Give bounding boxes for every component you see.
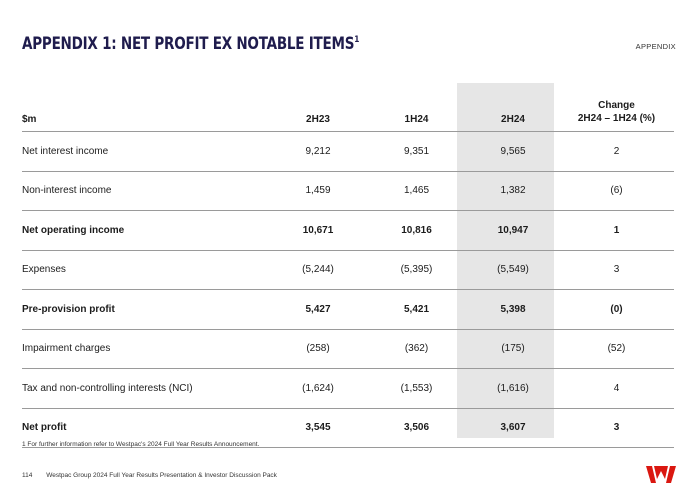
- cell-change: 4: [559, 368, 674, 409]
- cell-change: 3: [559, 408, 674, 448]
- row-label: Net operating income: [22, 210, 270, 251]
- cell-2H24: (1,616): [467, 368, 559, 409]
- row-label: Pre-provision profit: [22, 289, 270, 330]
- cell-2H24: 1,382: [467, 171, 559, 211]
- page-footer: 114 Westpac Group 2024 Full Year Results…: [22, 472, 277, 479]
- row-label: Tax and non-controlling interests (NCI): [22, 368, 270, 409]
- cell-2H24: 3,607: [467, 408, 559, 448]
- footer-text: Westpac Group 2024 Full Year Results Pre…: [46, 472, 277, 479]
- cell-1H24: 3,506: [366, 408, 467, 448]
- cell-2H24: 5,398: [467, 289, 559, 330]
- table-row: Net operating income 10,671 10,816 10,94…: [22, 210, 674, 251]
- header-1H24: 1H24: [366, 92, 467, 132]
- header-change: Change 2H24 – 1H24 (%): [559, 92, 674, 132]
- cell-change: 3: [559, 250, 674, 290]
- logo-w-right: [666, 466, 676, 483]
- cell-2H24: 10,947: [467, 210, 559, 251]
- cell-1H24: 1,465: [366, 171, 467, 211]
- title-footnote-marker: 1: [354, 34, 360, 45]
- table-row: Net profit 3,545 3,506 3,607 3: [22, 408, 674, 448]
- header-metric: $m: [22, 92, 270, 132]
- table-row: Impairment charges (258) (362) (175) (52…: [22, 329, 674, 369]
- cell-1H24: (362): [366, 329, 467, 369]
- table-row: Pre-provision profit 5,427 5,421 5,398 (…: [22, 289, 674, 330]
- section-label: APPENDIX: [635, 42, 676, 51]
- logo-w-center: [654, 466, 668, 479]
- cell-change: (0): [559, 289, 674, 330]
- row-label: Non-interest income: [22, 171, 270, 211]
- page-number: 114: [22, 472, 33, 479]
- cell-1H24: 9,351: [366, 131, 467, 172]
- row-label: Expenses: [22, 250, 270, 290]
- cell-2H23: 1,459: [270, 171, 366, 211]
- table-row: Tax and non-controlling interests (NCI) …: [22, 368, 674, 409]
- row-label: Net profit: [22, 408, 270, 448]
- cell-change: 2: [559, 131, 674, 172]
- footnote: 1 For further information refer to Westp…: [22, 441, 260, 448]
- cell-2H24: 9,565: [467, 131, 559, 172]
- cell-1H24: (5,395): [366, 250, 467, 290]
- cell-2H23: (1,624): [270, 368, 366, 409]
- page-title: APPENDIX 1: NET PROFIT EX NOTABLE ITEMS1: [22, 34, 360, 53]
- net-profit-table: $m 2H23 1H24 2H24 Change 2H24 – 1H24 (%)…: [22, 92, 674, 448]
- table-row: Net interest income 9,212 9,351 9,565 2: [22, 131, 674, 172]
- cell-2H23: 3,545: [270, 408, 366, 448]
- cell-2H23: (5,244): [270, 250, 366, 290]
- table-header-row: $m 2H23 1H24 2H24 Change 2H24 – 1H24 (%): [22, 92, 674, 132]
- header-change-line2: 2H24 – 1H24 (%): [577, 113, 656, 124]
- header-change-line1: Change: [598, 100, 635, 111]
- logo-w-left: [646, 466, 656, 483]
- header-2H24: 2H24: [467, 92, 559, 132]
- table-row: Non-interest income 1,459 1,465 1,382 (6…: [22, 171, 674, 211]
- cell-2H23: 10,671: [270, 210, 366, 251]
- cell-1H24: (1,553): [366, 368, 467, 409]
- table-row: Expenses (5,244) (5,395) (5,549) 3: [22, 250, 674, 290]
- cell-2H24: (175): [467, 329, 559, 369]
- cell-2H24: (5,549): [467, 250, 559, 290]
- cell-2H23: 5,427: [270, 289, 366, 330]
- cell-change: (52): [559, 329, 674, 369]
- cell-2H23: 9,212: [270, 131, 366, 172]
- cell-1H24: 5,421: [366, 289, 467, 330]
- header-2H23: 2H23: [270, 92, 366, 132]
- row-label: Net interest income: [22, 131, 270, 172]
- cell-change: 1: [559, 210, 674, 251]
- cell-2H23: (258): [270, 329, 366, 369]
- cell-1H24: 10,816: [366, 210, 467, 251]
- westpac-logo-icon: [646, 466, 676, 483]
- row-label: Impairment charges: [22, 329, 270, 369]
- cell-change: (6): [559, 171, 674, 211]
